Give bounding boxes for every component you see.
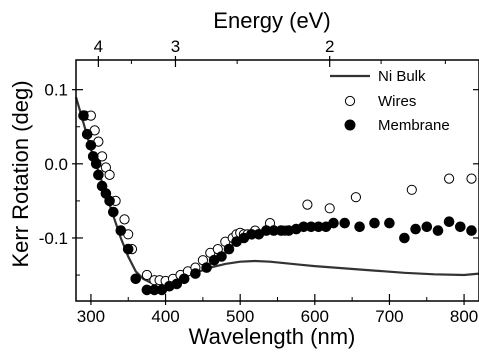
legend-open-marker	[344, 95, 356, 107]
plot-frame	[75, 59, 479, 302]
x-tick-label: 500	[226, 307, 254, 326]
wires-point	[119, 214, 130, 225]
membrane-point	[384, 217, 395, 229]
y-tick-label: -0.1	[39, 229, 68, 248]
membrane-point	[85, 140, 97, 151]
membrane-point	[369, 217, 380, 229]
membrane-point	[104, 195, 115, 207]
legend: Ni Bulk Wires Membrane	[330, 68, 450, 134]
wires-point	[302, 199, 313, 210]
x2-tick-label: 2	[325, 37, 334, 56]
x-tick-label: 400	[151, 307, 179, 326]
membrane-point	[410, 223, 421, 235]
legend-label: Membrane	[378, 117, 450, 134]
membrane-point	[216, 251, 227, 262]
membrane-point	[78, 110, 89, 121]
membrane-point	[328, 217, 339, 229]
membrane-point	[399, 232, 410, 244]
wires-point	[141, 269, 152, 281]
x-tick-label: 800	[450, 307, 478, 326]
wires-point	[350, 192, 361, 203]
membrane-point	[171, 278, 183, 290]
wires-point	[104, 169, 115, 180]
membrane-point	[454, 221, 466, 233]
axes-frame	[75, 59, 479, 302]
legend-label: Ni Bulk	[378, 68, 426, 85]
wires-point	[406, 184, 417, 195]
wires-point	[466, 173, 477, 184]
x2-tick-label: 3	[171, 37, 180, 56]
membrane-point	[201, 262, 212, 273]
legend-label: Wires	[378, 93, 416, 110]
membrane-point	[190, 268, 201, 279]
x-tick-label: 600	[301, 307, 329, 326]
x-tick-label: 300	[77, 307, 105, 326]
membrane-point	[90, 158, 102, 170]
x2-axis-title: Energy (eV)	[213, 8, 330, 33]
membrane-point	[354, 221, 365, 233]
y-axis-title: Kerr Rotation (deg)	[8, 80, 33, 267]
membrane-point	[81, 128, 93, 140]
y-tick-label: 0.1	[44, 81, 68, 100]
x-axis-title: Wavelength (nm)	[189, 324, 356, 349]
membrane-point	[421, 221, 433, 233]
axis-ticks: 300 400 500 600 700 800 -0.1 0.0 0.1 4 3 2	[39, 37, 479, 326]
membrane-point	[115, 225, 127, 236]
membrane-point	[178, 273, 190, 285]
membrane-point	[108, 206, 119, 218]
membrane-point	[93, 169, 104, 181]
x-tick-label: 700	[375, 307, 403, 326]
membrane-point	[339, 217, 351, 229]
marker-series-layer	[78, 110, 477, 296]
membrane-point	[223, 243, 235, 255]
wires-point	[324, 203, 335, 214]
membrane-point	[466, 225, 477, 236]
membrane-point	[443, 216, 455, 227]
legend-filled-marker	[344, 119, 356, 131]
membrane-point	[122, 243, 134, 255]
x2-tick-label: 4	[94, 37, 103, 56]
membrane-point	[432, 225, 444, 236]
membrane-point	[130, 273, 141, 285]
y-tick-label: 0.0	[44, 155, 68, 174]
wires-point	[444, 173, 455, 184]
